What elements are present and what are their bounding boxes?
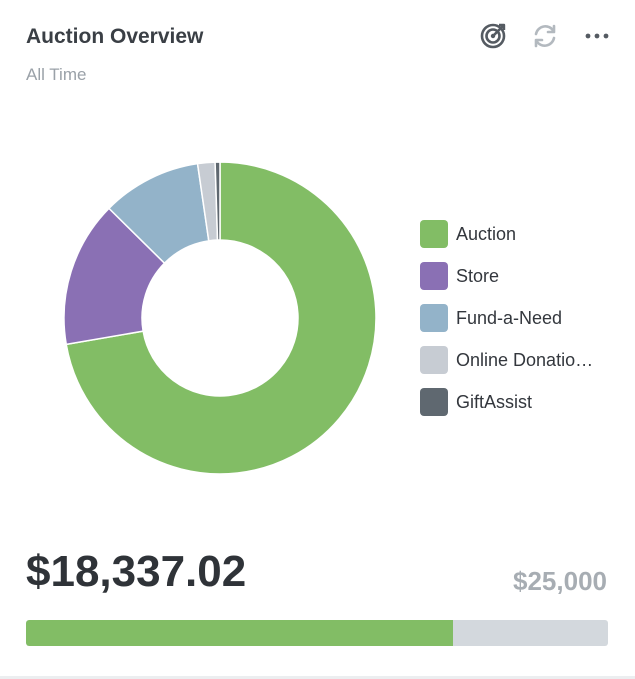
card-subtitle: All Time [26,65,87,84]
goal-amount: $25,000 [513,566,607,596]
target-button[interactable] [477,20,509,52]
legend-swatch [420,346,448,374]
donut-chart [63,161,377,475]
legend-label: Auction [456,223,517,244]
legend-swatch [420,262,448,290]
chart-legend: Auction Store Fund-a-Need Online Donatio… [420,220,612,430]
legend-item-online-donations[interactable]: Online Donatio… [420,346,612,374]
more-options-button[interactable] [581,20,613,52]
legend-swatch [420,220,448,248]
legend-label: Online Donatio… [456,349,594,370]
refresh-icon [534,24,556,48]
legend-item-auction[interactable]: Auction [420,220,612,248]
legend-item-store[interactable]: Store [420,262,612,290]
amount-raised: $18,337.02 [26,547,247,596]
legend-label: Store [456,265,500,286]
goal-progress-bar [26,620,608,646]
target-icon [480,23,506,49]
legend-label: Fund-a-Need [456,307,563,328]
more-icon [585,33,609,39]
goal-progress-fill [26,620,453,646]
card-toolbar [477,20,613,52]
legend-swatch [420,304,448,332]
legend-item-fund-a-need[interactable]: Fund-a-Need [420,304,612,332]
legend-label: GiftAssist [456,391,533,412]
donut-slice-auction[interactable] [65,161,377,475]
legend-swatch [420,388,448,416]
refresh-button[interactable] [529,20,561,52]
donut-slice-giftassist[interactable] [214,161,221,241]
legend-item-giftassist[interactable]: GiftAssist [420,388,612,416]
card-title: Auction Overview [26,25,204,48]
